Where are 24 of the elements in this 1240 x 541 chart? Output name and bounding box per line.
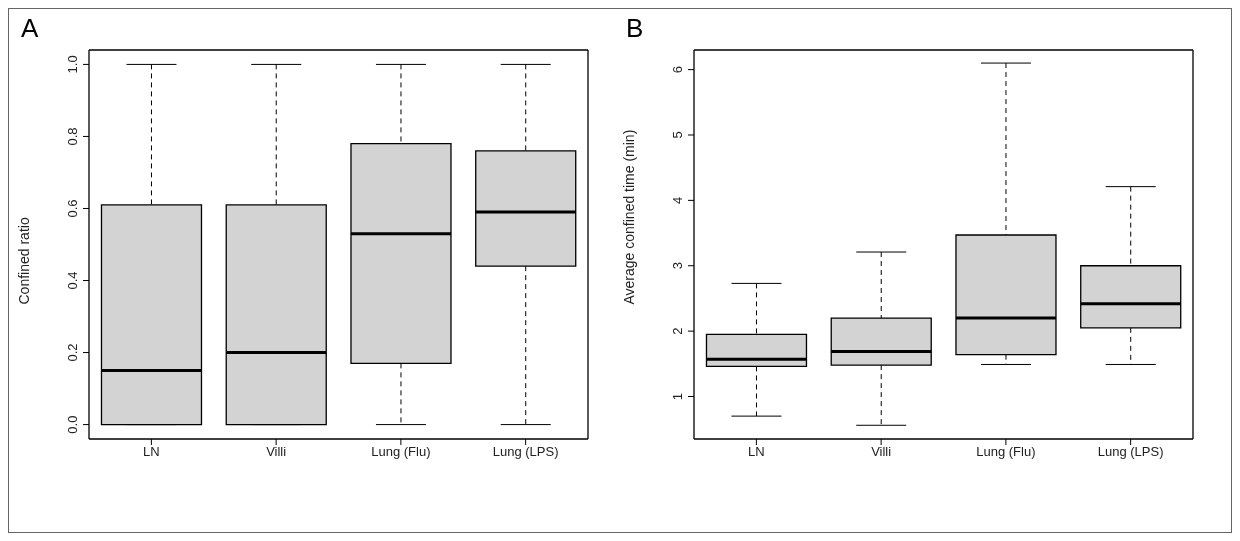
- y-tick-label: 4: [670, 196, 685, 204]
- text: B: [626, 13, 644, 44]
- x-tick-label: LN: [748, 444, 765, 460]
- x-tick-label: Lung (LPS): [1097, 444, 1164, 460]
- x-tick-label: Lung (LPS): [492, 444, 559, 460]
- y-tick-label: 6: [670, 66, 685, 74]
- y-tick-label: 0.6: [65, 199, 80, 218]
- x-tick-label: LN: [143, 444, 160, 460]
- y-tick-label: 2: [670, 327, 685, 335]
- y-tick-label: 3: [670, 262, 685, 270]
- x-tick-label: Lung (Flu): [976, 444, 1036, 460]
- x-tick-label: Villi: [266, 444, 287, 460]
- y-tick-label: 0.8: [65, 127, 80, 146]
- y-tick-label: 1.0: [65, 55, 80, 74]
- y-axis-title: Confined ratio: [15, 217, 32, 305]
- x-tick-label: Lung (Flu): [371, 444, 431, 460]
- text: A: [21, 13, 39, 44]
- y-axis-title: Average confined time (min): [620, 129, 637, 305]
- y-tick-label: 0.2: [65, 343, 80, 362]
- y-tick-label: 1: [670, 392, 685, 401]
- y-tick-label: 0.4: [65, 271, 80, 290]
- y-tick-label: 5: [670, 131, 685, 139]
- x-tick-label: Villi: [871, 444, 892, 460]
- y-tick-label: 0.0: [65, 415, 80, 434]
